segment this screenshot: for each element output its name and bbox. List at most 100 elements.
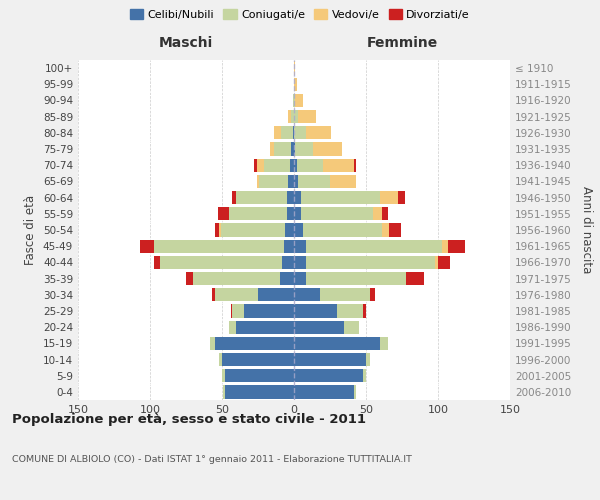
Bar [293, 94, 294, 107]
Bar [222, 353, 294, 366]
Text: Popolazione per età, sesso e stato civile - 2011: Popolazione per età, sesso e stato civil… [12, 412, 366, 426]
Bar [186, 272, 294, 285]
Bar [294, 110, 316, 124]
Bar [211, 336, 294, 350]
Bar [294, 288, 320, 302]
Bar [236, 191, 294, 204]
Bar [288, 110, 294, 124]
Bar [229, 320, 294, 334]
Bar [140, 240, 294, 253]
Bar [291, 110, 294, 124]
Bar [294, 62, 295, 74]
Bar [294, 94, 295, 107]
Bar [294, 142, 313, 156]
Bar [223, 386, 294, 398]
Bar [294, 386, 356, 398]
Bar [294, 256, 305, 269]
Bar [257, 175, 294, 188]
Bar [294, 272, 406, 285]
Bar [294, 256, 438, 269]
Bar [160, 256, 294, 269]
Bar [154, 256, 294, 269]
Bar [294, 353, 366, 366]
Bar [294, 288, 370, 302]
Bar [294, 126, 331, 140]
Bar [221, 224, 294, 236]
Bar [294, 288, 374, 302]
Bar [294, 320, 344, 334]
Bar [232, 191, 294, 204]
Bar [215, 288, 294, 302]
Bar [280, 272, 294, 285]
Bar [294, 191, 405, 204]
Bar [294, 288, 370, 302]
Bar [294, 353, 370, 366]
Bar [294, 272, 406, 285]
Bar [225, 369, 294, 382]
Bar [215, 288, 294, 302]
Bar [294, 207, 388, 220]
Bar [294, 240, 305, 253]
Bar [193, 272, 294, 285]
Bar [154, 240, 294, 253]
Bar [218, 207, 294, 220]
Bar [294, 386, 356, 398]
Bar [288, 110, 294, 124]
Bar [219, 353, 294, 366]
Bar [294, 158, 356, 172]
Bar [294, 369, 366, 382]
Bar [294, 142, 341, 156]
Bar [291, 142, 294, 156]
Bar [294, 126, 305, 140]
Bar [294, 207, 382, 220]
Bar [294, 304, 363, 318]
Bar [222, 369, 294, 382]
Bar [294, 142, 295, 156]
Bar [294, 240, 448, 253]
Bar [294, 78, 297, 91]
Bar [229, 207, 294, 220]
Bar [294, 320, 359, 334]
Text: COMUNE DI ALBIOLO (CO) - Dati ISTAT 1° gennaio 2011 - Elaborazione TUTTITALIA.IT: COMUNE DI ALBIOLO (CO) - Dati ISTAT 1° g… [12, 455, 412, 464]
Bar [229, 320, 294, 334]
Bar [283, 256, 294, 269]
Bar [294, 304, 337, 318]
Bar [257, 158, 294, 172]
Text: Femmine: Femmine [367, 36, 437, 51]
Bar [215, 224, 294, 236]
Bar [294, 175, 298, 188]
Bar [274, 126, 294, 140]
Bar [211, 336, 294, 350]
Bar [281, 126, 294, 140]
Bar [294, 304, 366, 318]
Bar [293, 94, 294, 107]
Bar [294, 142, 341, 156]
Bar [294, 94, 302, 107]
Bar [294, 320, 359, 334]
Bar [294, 240, 442, 253]
Bar [294, 304, 363, 318]
Bar [294, 158, 297, 172]
Legend: Celibi/Nubili, Coniugati/e, Vedovi/e, Divorziati/e: Celibi/Nubili, Coniugati/e, Vedovi/e, Di… [127, 6, 473, 23]
Bar [294, 158, 355, 172]
Bar [294, 336, 380, 350]
Bar [294, 207, 301, 220]
Bar [294, 272, 305, 285]
Bar [294, 369, 366, 382]
Bar [287, 207, 294, 220]
Bar [294, 320, 359, 334]
Bar [211, 336, 294, 350]
Bar [223, 386, 294, 398]
Bar [294, 78, 297, 91]
Bar [288, 175, 294, 188]
Bar [212, 288, 294, 302]
Bar [229, 320, 294, 334]
Bar [223, 386, 294, 398]
Bar [222, 369, 294, 382]
Bar [294, 353, 370, 366]
Bar [290, 158, 294, 172]
Bar [294, 175, 356, 188]
Bar [274, 126, 294, 140]
Bar [193, 272, 294, 285]
Bar [264, 158, 294, 172]
